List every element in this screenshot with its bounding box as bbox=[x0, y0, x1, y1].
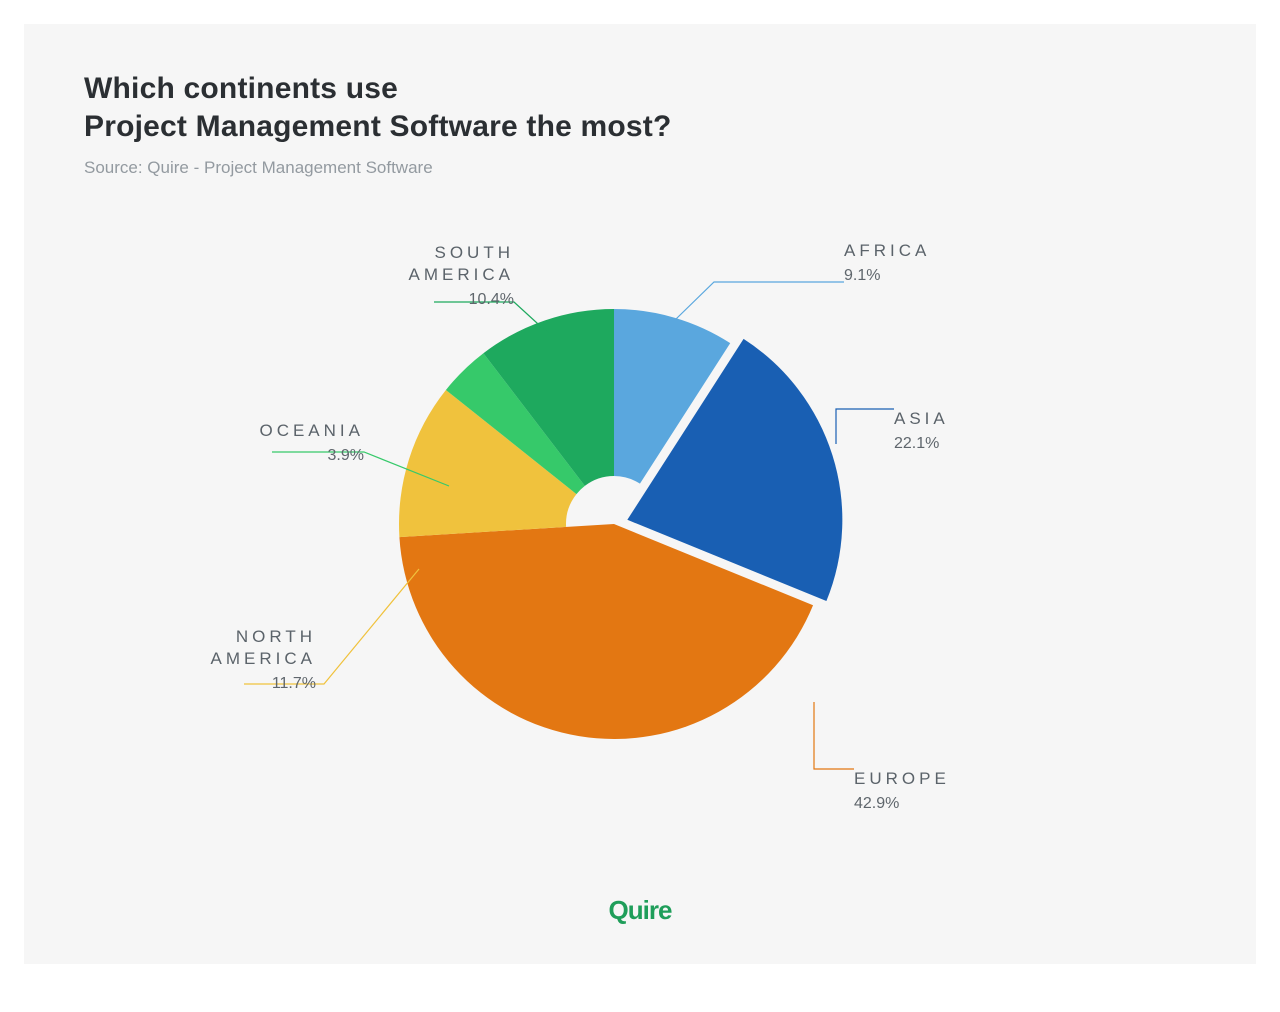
leader-line-asia bbox=[836, 409, 894, 444]
slice-label-percent: 42.9% bbox=[854, 795, 899, 812]
slice-label-oceania: OCEANIA 3.9% bbox=[259, 421, 364, 464]
brand-logo: Quire bbox=[24, 895, 1256, 926]
slice-label-name: SOUTH bbox=[435, 243, 515, 262]
slice-label-name: EUROPE bbox=[854, 769, 950, 788]
slice-label-percent: 10.4% bbox=[469, 291, 514, 308]
brand-text: Quire bbox=[609, 895, 672, 925]
slice-label-percent: 3.9% bbox=[328, 447, 364, 464]
slice-label-name: ASIA bbox=[894, 409, 949, 428]
slice-label-asia: ASIA 22.1% bbox=[894, 409, 949, 452]
slice-label-percent: 9.1% bbox=[844, 267, 880, 284]
slice-label-name: AMERICA bbox=[409, 265, 514, 284]
slice-label-name: NORTH bbox=[236, 627, 316, 646]
slice-label-name: OCEANIA bbox=[259, 421, 364, 440]
slice-label-percent: 11.7% bbox=[272, 675, 316, 692]
leader-line-africa bbox=[676, 282, 844, 319]
slice-label-name: AFRICA bbox=[844, 241, 930, 260]
slice-label-europe: EUROPE 42.9% bbox=[854, 769, 950, 812]
slice-label-percent: 22.1% bbox=[894, 435, 939, 452]
infographic-canvas: Which continents use Project Management … bbox=[24, 24, 1256, 964]
slice-label-africa: AFRICA 9.1% bbox=[844, 241, 930, 284]
slice-label-name: AMERICA bbox=[211, 649, 316, 668]
slice-label-south_america: SOUTH AMERICA 10.4% bbox=[409, 243, 514, 308]
leader-line-europe bbox=[814, 702, 854, 769]
slice-label-north_america: NORTH AMERICA 11.7% bbox=[211, 627, 316, 692]
pie-chart: AFRICA 9.1% ASIA 22.1% EUROPE 42.9% NORTH AMERI… bbox=[24, 24, 1256, 964]
